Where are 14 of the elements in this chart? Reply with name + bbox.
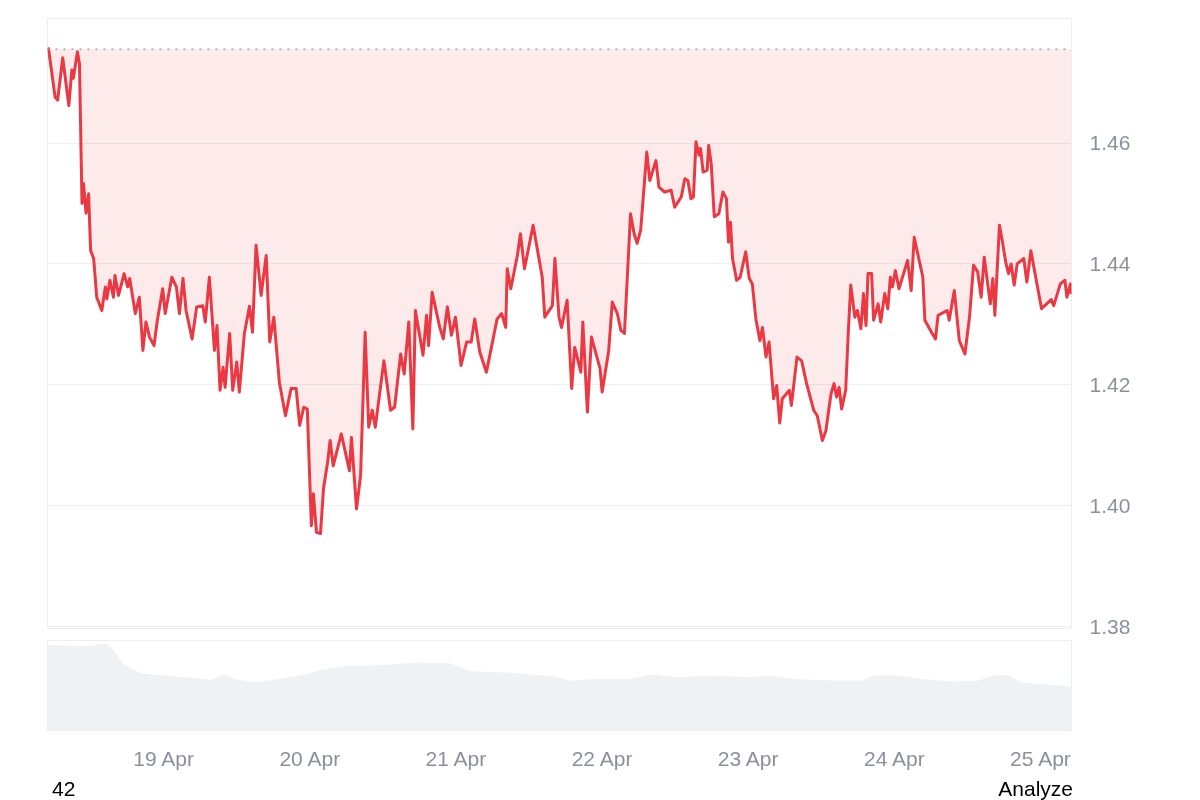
y-tick-label: 1.44 xyxy=(1089,251,1131,275)
y-tick-label: 1.40 xyxy=(1089,493,1131,517)
y-tick-label: 1.38 xyxy=(1089,614,1131,638)
x-tick-label: 23 Apr xyxy=(717,746,779,770)
x-tick-label: 21 Apr xyxy=(425,746,487,770)
y-tick-label: 1.46 xyxy=(1089,131,1131,155)
y-tick-label: 1.42 xyxy=(1089,372,1131,396)
x-tick-label: 22 Apr xyxy=(571,746,633,770)
x-tick-label: 19 Apr xyxy=(133,746,194,770)
text: 42 xyxy=(52,777,76,800)
x-tick-label: 24 Apr xyxy=(863,746,925,770)
text: Analyze xyxy=(998,777,1073,800)
x-tick-label: 20 Apr xyxy=(279,746,341,770)
x-tick-label: 25 Apr xyxy=(1010,746,1071,770)
